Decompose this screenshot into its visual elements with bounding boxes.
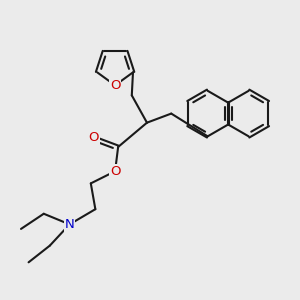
Text: O: O [110, 79, 120, 92]
Text: N: N [65, 218, 74, 231]
Text: O: O [110, 165, 120, 178]
Text: O: O [88, 131, 99, 144]
